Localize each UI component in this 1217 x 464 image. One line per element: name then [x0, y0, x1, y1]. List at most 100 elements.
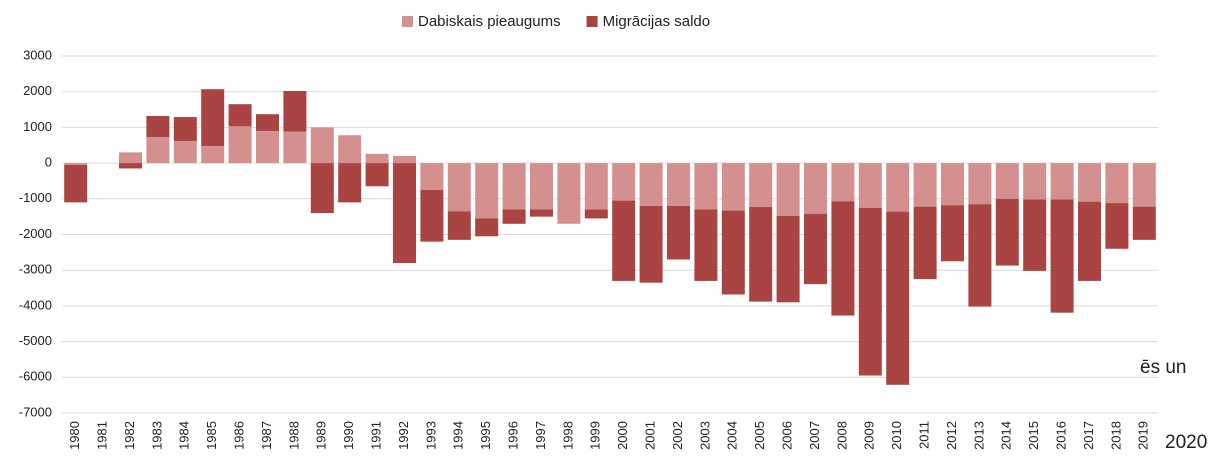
- bar-segment: [1077, 201, 1102, 281]
- bar-segment: [639, 205, 663, 283]
- bar-segment: [803, 213, 828, 285]
- x-tick-label: 1983: [149, 421, 164, 450]
- bar-segment: [64, 164, 88, 203]
- y-tick-label: -5000: [19, 333, 52, 348]
- bar-segment: [1105, 203, 1129, 249]
- bar-segment: [365, 153, 389, 164]
- x-tick-label: 2008: [834, 421, 849, 450]
- bar-segment: [228, 126, 252, 164]
- x-tick-label: 1985: [204, 421, 219, 450]
- x-tick-label: 2007: [807, 421, 822, 450]
- bar-segment: [639, 163, 663, 206]
- bar-segment: [310, 163, 334, 214]
- bar-segment: [283, 131, 307, 164]
- x-tick-label: 1992: [396, 421, 411, 450]
- x-tick-label: 1984: [177, 421, 192, 450]
- x-tick-label: 2019: [1136, 421, 1151, 450]
- bar-segment: [995, 198, 1019, 266]
- bar-segment: [1105, 163, 1129, 204]
- bar-segment: [64, 163, 88, 165]
- bar-segment: [146, 137, 170, 164]
- bar-segment: [557, 163, 581, 224]
- bar-segment: [310, 127, 334, 164]
- bar-segment: [420, 189, 444, 242]
- bar-segment: [529, 209, 554, 217]
- bar-segment: [721, 163, 745, 211]
- x-tick-label: 2009: [862, 421, 877, 450]
- x-tick-label: 2005: [752, 421, 767, 450]
- x-tick-label: 2015: [1026, 421, 1041, 450]
- bar-segment: [886, 163, 910, 212]
- x-tick-label: 1997: [533, 421, 548, 450]
- bar-segment: [173, 117, 197, 141]
- x-tick-label: 2017: [1081, 421, 1096, 450]
- x-tick-label: 2004: [725, 421, 740, 450]
- bar-segment: [666, 205, 691, 260]
- bar-segment: [995, 163, 1019, 199]
- bar-segment: [338, 135, 362, 164]
- bar-segment: [365, 163, 389, 187]
- bar-segment: [749, 163, 773, 208]
- y-tick-label: -6000: [19, 369, 52, 384]
- y-tick-label: -2000: [19, 226, 52, 241]
- bar-segment: [146, 115, 170, 138]
- bar-segment: [420, 163, 444, 190]
- x-tick-label: 2001: [643, 421, 658, 450]
- bar-segment: [584, 209, 608, 219]
- x-tick-label: 1991: [369, 421, 384, 450]
- bar-segment: [666, 163, 691, 206]
- x-tick-label: 1989: [314, 421, 329, 450]
- bar-segment: [502, 163, 526, 210]
- bar-segment: [694, 209, 718, 281]
- bar-segment: [228, 104, 252, 127]
- x-tick-label: 1998: [560, 421, 575, 450]
- y-tick-label: 3000: [23, 47, 52, 62]
- y-tick-label: -7000: [19, 404, 52, 419]
- x-tick-label: 2014: [999, 421, 1014, 450]
- y-tick-label: -3000: [19, 262, 52, 277]
- bar-segment: [694, 163, 718, 210]
- bar-segment: [612, 200, 636, 281]
- bar-segment: [338, 163, 362, 203]
- bar-segment: [749, 207, 773, 302]
- bar-segment: [1132, 206, 1156, 240]
- bar-segment: [475, 163, 499, 219]
- x-tick-label: 1993: [423, 421, 438, 450]
- bar-segment: [1077, 163, 1102, 202]
- bar-segment: [776, 215, 800, 303]
- bar-segment: [968, 163, 992, 205]
- bar-segment: [1132, 163, 1156, 207]
- legend-swatch: [586, 16, 598, 27]
- bar-segment: [1023, 163, 1047, 200]
- bar-segment: [447, 211, 471, 240]
- y-tick-label: 0: [45, 155, 52, 170]
- bar-segment: [803, 163, 828, 214]
- bar-segment: [475, 218, 499, 237]
- legend-label: Dabiskais pieaugums: [418, 13, 561, 30]
- bar-segment: [283, 90, 307, 132]
- x-tick-label: 1996: [506, 421, 521, 450]
- bar-segment: [612, 163, 636, 201]
- bar-segment: [1050, 199, 1074, 313]
- legend-swatch: [402, 16, 413, 27]
- bar-segment: [968, 204, 992, 307]
- bar-segment: [913, 206, 937, 280]
- x-tick-label: 2002: [670, 421, 685, 450]
- x-tick-label: 1982: [122, 421, 137, 450]
- x-tick-label: 1994: [451, 421, 466, 450]
- y-tick-label: -4000: [19, 297, 52, 312]
- bar-segment: [529, 163, 554, 210]
- bar-segment: [940, 163, 965, 206]
- bar-segment: [940, 205, 965, 262]
- x-tick-label: 2006: [780, 421, 795, 450]
- x-tick-label: 2018: [1108, 421, 1123, 450]
- bar-segment: [255, 130, 280, 164]
- bar-segment: [776, 163, 800, 216]
- bar-segment: [1050, 163, 1074, 200]
- y-tick-label: 2000: [23, 83, 52, 98]
- bar-segment: [913, 163, 937, 207]
- bar-segment: [502, 209, 526, 224]
- x-tick-label: 1980: [67, 421, 82, 450]
- bar-segment: [118, 163, 143, 169]
